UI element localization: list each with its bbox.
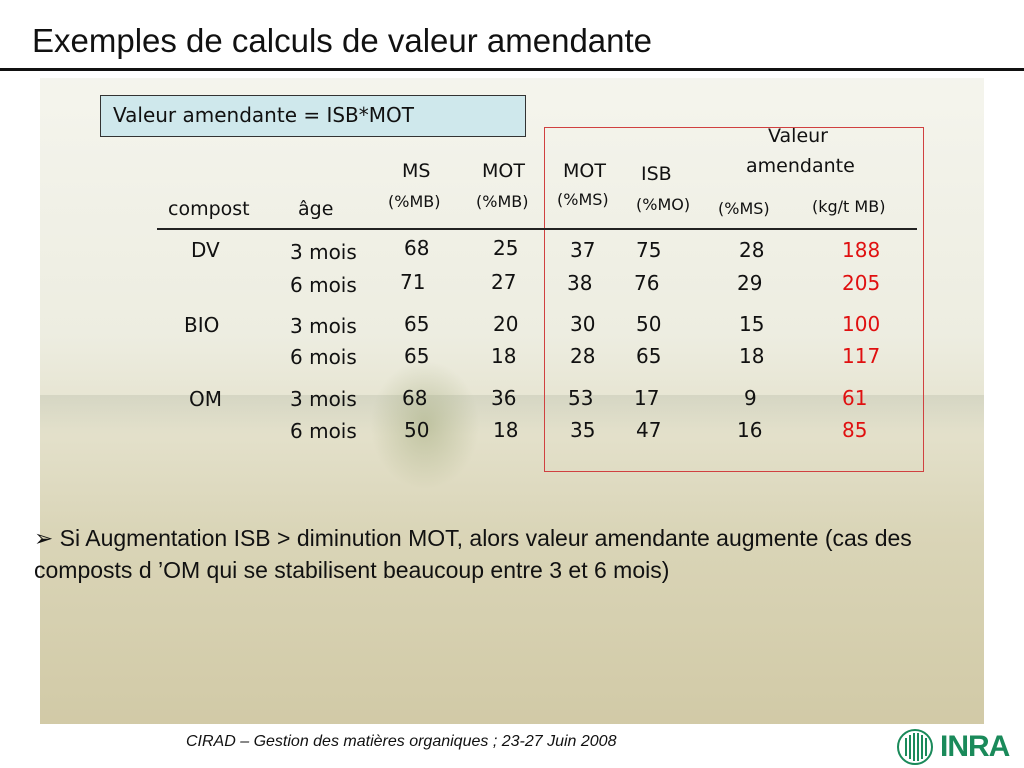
highlight-box bbox=[544, 127, 924, 472]
table-cell-va-kg: 100 bbox=[842, 312, 881, 336]
table-cell-mot-mb: 18 bbox=[493, 418, 519, 442]
header-ms: MS bbox=[402, 160, 431, 182]
header-rule bbox=[157, 228, 917, 230]
table-cell-age: 6 mois bbox=[290, 419, 357, 443]
background-tractor bbox=[370, 360, 480, 490]
table-cell-va-kg: 61 bbox=[842, 386, 868, 410]
table-cell-va-kg: 85 bbox=[842, 418, 868, 442]
table-cell-va-ms: 9 bbox=[744, 386, 757, 410]
table-cell-mot-ms: 38 bbox=[567, 271, 593, 295]
header-va-kg-unit: (kg/t MB) bbox=[812, 197, 886, 216]
bullet-paragraph: ➢ Si Augmentation ISB > diminution MOT, … bbox=[34, 522, 984, 586]
table-cell-mot-mb: 25 bbox=[493, 236, 519, 260]
header-mot-mb: MOT bbox=[482, 160, 525, 182]
table-cell-age: 6 mois bbox=[290, 345, 357, 369]
header-va-ms-unit: (%MS) bbox=[718, 199, 770, 218]
header-va-line2: amendante bbox=[746, 155, 855, 177]
inra-logo: INRA bbox=[896, 728, 1010, 766]
table-cell-mot-mb: 20 bbox=[493, 312, 519, 336]
table-cell-isb: 76 bbox=[634, 271, 660, 295]
table-cell-compost: DV bbox=[191, 238, 220, 262]
table-cell-va-ms: 15 bbox=[739, 312, 765, 336]
table-cell-isb: 17 bbox=[634, 386, 660, 410]
title-underline bbox=[0, 68, 1024, 71]
table-cell-mot-ms: 37 bbox=[570, 238, 596, 262]
slide-title: Exemples de calculs de valeur amendante bbox=[32, 22, 653, 59]
table-cell-mot-mb: 36 bbox=[491, 386, 517, 410]
table-cell-isb: 47 bbox=[636, 418, 662, 442]
header-ms-unit: (%MB) bbox=[388, 192, 441, 211]
inra-logo-icon bbox=[897, 729, 933, 765]
table-cell-age: 3 mois bbox=[290, 240, 357, 264]
table-cell-mot-mb: 27 bbox=[491, 270, 517, 294]
header-mot-ms-unit: (%MS) bbox=[557, 190, 609, 209]
table-cell-mot-ms: 30 bbox=[570, 312, 596, 336]
table-cell-ms: 65 bbox=[404, 344, 430, 368]
header-mot-mb-unit: (%MB) bbox=[476, 192, 529, 211]
table-cell-ms: 68 bbox=[404, 236, 430, 260]
header-va-line1: Valeur bbox=[768, 125, 828, 147]
header-mot-ms: MOT bbox=[563, 160, 606, 182]
table-cell-ms: 68 bbox=[402, 386, 428, 410]
table-cell-va-kg: 205 bbox=[842, 271, 881, 295]
arrow-bullet-icon: ➢ bbox=[34, 525, 54, 551]
bullet-text: Si Augmentation ISB > diminution MOT, al… bbox=[34, 525, 912, 583]
inra-logo-text: INRA bbox=[940, 730, 1010, 763]
table-cell-isb: 65 bbox=[636, 344, 662, 368]
table-cell-isb: 50 bbox=[636, 312, 662, 336]
header-isb: ISB bbox=[641, 163, 672, 185]
table-cell-age: 6 mois bbox=[290, 273, 357, 297]
table-cell-mot-ms: 35 bbox=[570, 418, 596, 442]
table-cell-va-kg: 117 bbox=[842, 344, 881, 368]
table-cell-va-ms: 16 bbox=[737, 418, 763, 442]
header-isb-unit: (%MO) bbox=[636, 195, 691, 214]
table-cell-ms: 65 bbox=[404, 312, 430, 336]
table-cell-ms: 50 bbox=[404, 418, 430, 442]
table-cell-age: 3 mois bbox=[290, 314, 357, 338]
table-cell-compost: BIO bbox=[184, 313, 220, 337]
table-cell-mot-ms: 53 bbox=[568, 386, 594, 410]
background-field-photo bbox=[40, 78, 984, 724]
table-cell-mot-mb: 18 bbox=[491, 344, 517, 368]
table-cell-age: 3 mois bbox=[290, 387, 357, 411]
header-age: âge bbox=[298, 198, 334, 220]
footer-caption: CIRAD – Gestion des matières organiques … bbox=[186, 733, 617, 750]
formula-box: Valeur amendante = ISB*MOT bbox=[100, 95, 526, 137]
table-cell-va-kg: 188 bbox=[842, 238, 881, 262]
table-cell-va-ms: 29 bbox=[737, 271, 763, 295]
table-cell-va-ms: 18 bbox=[739, 344, 765, 368]
table-cell-va-ms: 28 bbox=[739, 238, 765, 262]
background-treeline bbox=[40, 395, 984, 435]
table-cell-ms: 71 bbox=[400, 270, 426, 294]
table-cell-compost: OM bbox=[189, 387, 222, 411]
table-cell-isb: 75 bbox=[636, 238, 662, 262]
table-cell-mot-ms: 28 bbox=[570, 344, 596, 368]
header-compost: compost bbox=[168, 198, 250, 220]
